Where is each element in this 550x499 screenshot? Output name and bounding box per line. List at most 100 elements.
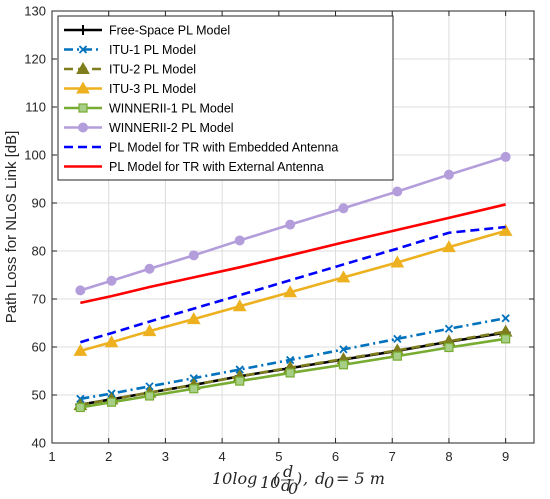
x-tick-label: 8 — [445, 449, 452, 464]
legend-entry: WINNERII-2 PL Model — [64, 121, 234, 135]
legend-entry: ITU-1 PL Model — [64, 43, 196, 57]
y-tick-label: 90 — [32, 196, 46, 211]
data-point-marker — [142, 324, 157, 337]
x-tick-label: 5 — [275, 449, 282, 464]
legend-label: WINNERII-2 PL Model — [109, 121, 234, 135]
data-point-marker — [78, 122, 88, 133]
data-point-marker — [283, 285, 298, 298]
data-point-marker — [390, 255, 405, 268]
data-point-marker — [78, 25, 88, 35]
y-tick-label: 40 — [32, 436, 46, 451]
legend: Free-Space PL Model ITU-1 PL Model ITU-2 P… — [57, 15, 394, 181]
x-tick-label: 7 — [389, 449, 396, 464]
data-point-marker — [336, 270, 351, 283]
data-point-marker — [285, 219, 296, 230]
series-8 — [80, 203, 506, 305]
y-tick-label: 70 — [32, 292, 46, 307]
data-point-marker — [104, 335, 119, 348]
series-line — [79, 225, 506, 344]
legend-entry: ITU-2 PL Model — [64, 61, 196, 77]
data-point-marker — [443, 169, 454, 180]
y-tick-label: 120 — [24, 52, 46, 67]
legend-label: WINNERII-1 PL Model — [109, 102, 234, 116]
data-point-marker — [75, 285, 86, 296]
data-point-marker — [78, 45, 88, 54]
data-point-marker — [235, 376, 245, 386]
x-axis-label-part: 10 — [260, 473, 280, 492]
series-line — [80, 229, 507, 353]
data-point-marker — [339, 345, 348, 354]
data-point-marker — [393, 334, 402, 343]
data-point-marker — [106, 275, 117, 286]
data-point-marker — [444, 324, 454, 333]
y-tick-label: 80 — [32, 244, 46, 259]
x-axis-label-part: d — [281, 476, 291, 495]
data-point-marker — [232, 299, 247, 312]
axis-ticks: 1 2 3 4 5 6 7 8 9 40 50 60 70 80 90 100 110 120 130 — [24, 4, 534, 464]
data-point-marker — [501, 314, 510, 323]
data-point-marker — [76, 81, 90, 94]
y-tick-label: 100 — [24, 148, 46, 163]
legend-entry: Free-Space PL Model — [64, 24, 230, 38]
y-tick-label: 60 — [32, 340, 46, 355]
x-tick-label: 1 — [48, 449, 55, 464]
x-axis-label-part: ( — [273, 469, 280, 488]
data-point-marker — [144, 263, 155, 274]
y-tick-label: 130 — [24, 4, 46, 19]
data-point-marker — [76, 61, 90, 74]
series-6 — [75, 151, 511, 296]
x-tick-label: 6 — [332, 449, 339, 464]
data-point-marker — [498, 223, 513, 236]
legend-label: PL Model for TR with Embedded Antenna — [109, 141, 338, 155]
data-point-marker — [234, 235, 245, 246]
series-line — [80, 337, 506, 409]
plot-frame — [51, 10, 535, 444]
data-point-marker — [392, 186, 403, 197]
x-tick-label: 3 — [162, 449, 169, 464]
data-point-marker — [75, 402, 85, 413]
series-4 — [73, 223, 513, 356]
legend-label: ITU-2 PL Model — [109, 63, 196, 77]
legend-entry: ITU-3 PL Model — [64, 81, 196, 96]
legend-box — [57, 15, 394, 181]
x-axis-label-part: d — [315, 469, 325, 488]
legend-label: PL Model for TR with External Antenna — [109, 160, 324, 174]
series-7 — [79, 225, 506, 344]
data-point-marker — [442, 240, 456, 253]
data-point-marker — [444, 342, 454, 353]
x-tick-label: 2 — [105, 449, 112, 464]
data-point-marker — [106, 397, 117, 407]
y-tick-label: 110 — [25, 100, 46, 115]
series-group — [73, 151, 513, 413]
data-point-marker — [392, 351, 402, 361]
data-point-marker — [285, 368, 295, 378]
legend-entry: PL Model for TR with External Antenna — [64, 160, 324, 174]
x-axis-label-part: d — [283, 462, 293, 481]
legend-entry: PL Model for TR with Embedded Antenna — [64, 141, 338, 155]
x-tick-label: 4 — [219, 449, 226, 464]
data-point-marker — [500, 151, 511, 162]
legend-label: ITU-1 PL Model — [109, 43, 196, 57]
data-point-marker — [144, 391, 155, 401]
data-point-marker — [189, 384, 199, 394]
data-point-marker — [188, 250, 199, 261]
series-line — [80, 316, 506, 401]
x-tick-label: 9 — [502, 449, 509, 464]
y-tick-label: 50 — [32, 388, 46, 403]
x-axis-label-part: 0 — [288, 479, 298, 498]
data-point-marker — [286, 355, 295, 365]
data-point-marker — [78, 103, 88, 113]
x-axis-label-part: = 5 m — [336, 469, 385, 488]
x-axis-label-part: ) — [295, 469, 302, 488]
x-axis-label-part: 0 — [324, 473, 334, 492]
series-5 — [75, 334, 511, 413]
x-axis-label-part: , — [303, 469, 308, 488]
x-axis-label-part: 10log — [212, 469, 257, 488]
legend-label: Free-Space PL Model — [109, 24, 230, 38]
legend-label: ITU-3 PL Model — [109, 82, 196, 96]
data-point-marker — [338, 360, 349, 370]
series-line — [80, 203, 506, 305]
data-point-marker — [338, 203, 349, 214]
